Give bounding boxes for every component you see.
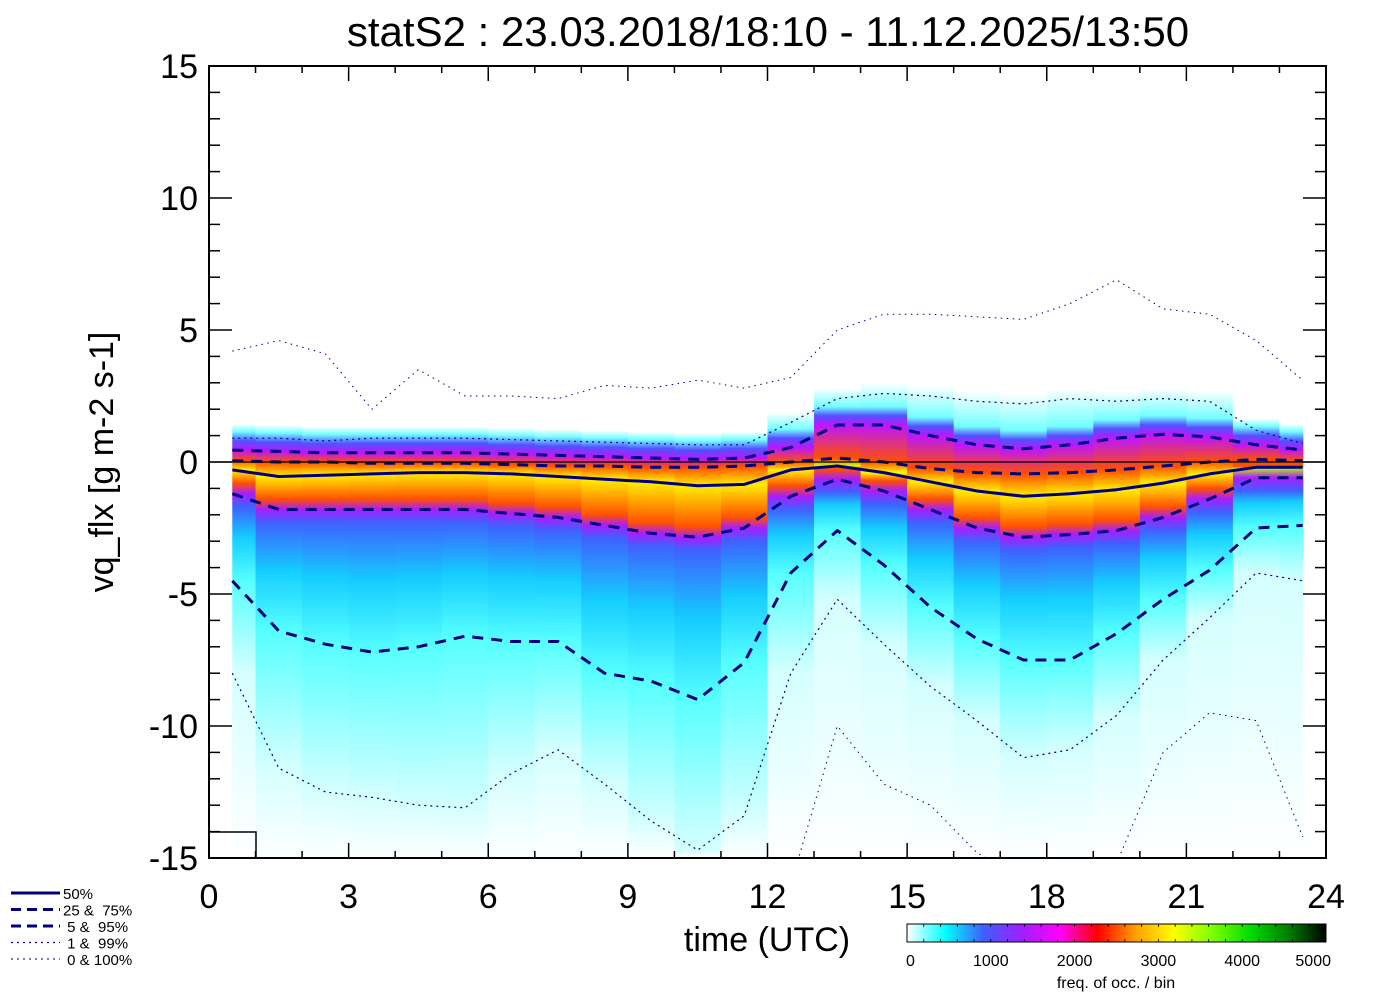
- series-line-25pct: [231, 476, 1303, 539]
- series-line-5pct: [231, 523, 1303, 702]
- series-line-50pct: [232, 464, 1303, 498]
- colorbar: 0 1000 2000 3000 4000 5000 freq. of occ. / bi…: [906, 923, 1331, 992]
- y-tick-label: -15: [149, 840, 198, 878]
- series-line-100pct: [232, 279, 1304, 410]
- x-tick-label: 18: [1028, 878, 1066, 916]
- x-tick-label: 24: [1307, 878, 1345, 916]
- x-tick-label: 15: [888, 878, 926, 916]
- y-tick-label: -10: [149, 708, 198, 746]
- y-tick-label: 15: [160, 48, 198, 86]
- legend-label: 25 & 75%: [63, 903, 132, 920]
- colorbar-bar: [906, 923, 1327, 943]
- x-axis-label: time (UTC): [684, 921, 850, 959]
- colorbar-tick-label: 1000: [973, 953, 1009, 970]
- legend-label: 0 & 100%: [63, 952, 132, 969]
- legend-label: 50%: [63, 886, 93, 903]
- x-tick-label: 12: [749, 878, 787, 916]
- legend-label: 1 & 99%: [63, 936, 128, 953]
- y-tick-label: -5: [168, 576, 198, 614]
- x-tick-label: 0: [200, 878, 219, 916]
- axis-ticks: [208, 65, 1327, 859]
- series-line-1pct: [231, 572, 1303, 851]
- series-line-75pct: [232, 456, 1303, 476]
- colorbar-tick-label: 4000: [1224, 953, 1260, 970]
- y-tick-label: 5: [179, 312, 198, 350]
- x-tick-label: 21: [1167, 878, 1205, 916]
- colorbar-tick-label: 3000: [1141, 953, 1177, 970]
- x-tick-label: 9: [618, 878, 637, 916]
- percentile-lines: [231, 279, 1304, 858]
- x-tick-label: 6: [479, 878, 498, 916]
- y-tick-labels: -15 -10 -5 0 5 10 15: [149, 48, 198, 878]
- y-axis-label: vq_flx [g m-2 s-1]: [83, 332, 121, 593]
- legend: 50%25 & 75% 5 & 95% 1 & 99% 0 & 100%: [11, 886, 132, 969]
- legend-label: 5 & 95%: [63, 919, 128, 936]
- y-tick-label: 10: [160, 180, 198, 218]
- x-tick-label: 3: [339, 878, 358, 916]
- colorbar-tick-label: 0: [906, 953, 915, 970]
- colorbar-tick-label: 2000: [1057, 953, 1093, 970]
- series-line-95pct: [232, 423, 1303, 461]
- colorbar-label: freq. of occ. / bin: [1057, 975, 1175, 992]
- colorbar-tick-label: 5000: [1295, 953, 1331, 970]
- x-tick-labels: 0 3 6 9 12 15 18 21 24: [200, 878, 1345, 916]
- colorbar-ticks: 0 1000 2000 3000 4000 5000: [906, 924, 1331, 970]
- chart-title: statS2 : 23.03.2018/18:10 - 11.12.2025/1…: [347, 8, 1189, 55]
- y-tick-label: 0: [179, 444, 198, 482]
